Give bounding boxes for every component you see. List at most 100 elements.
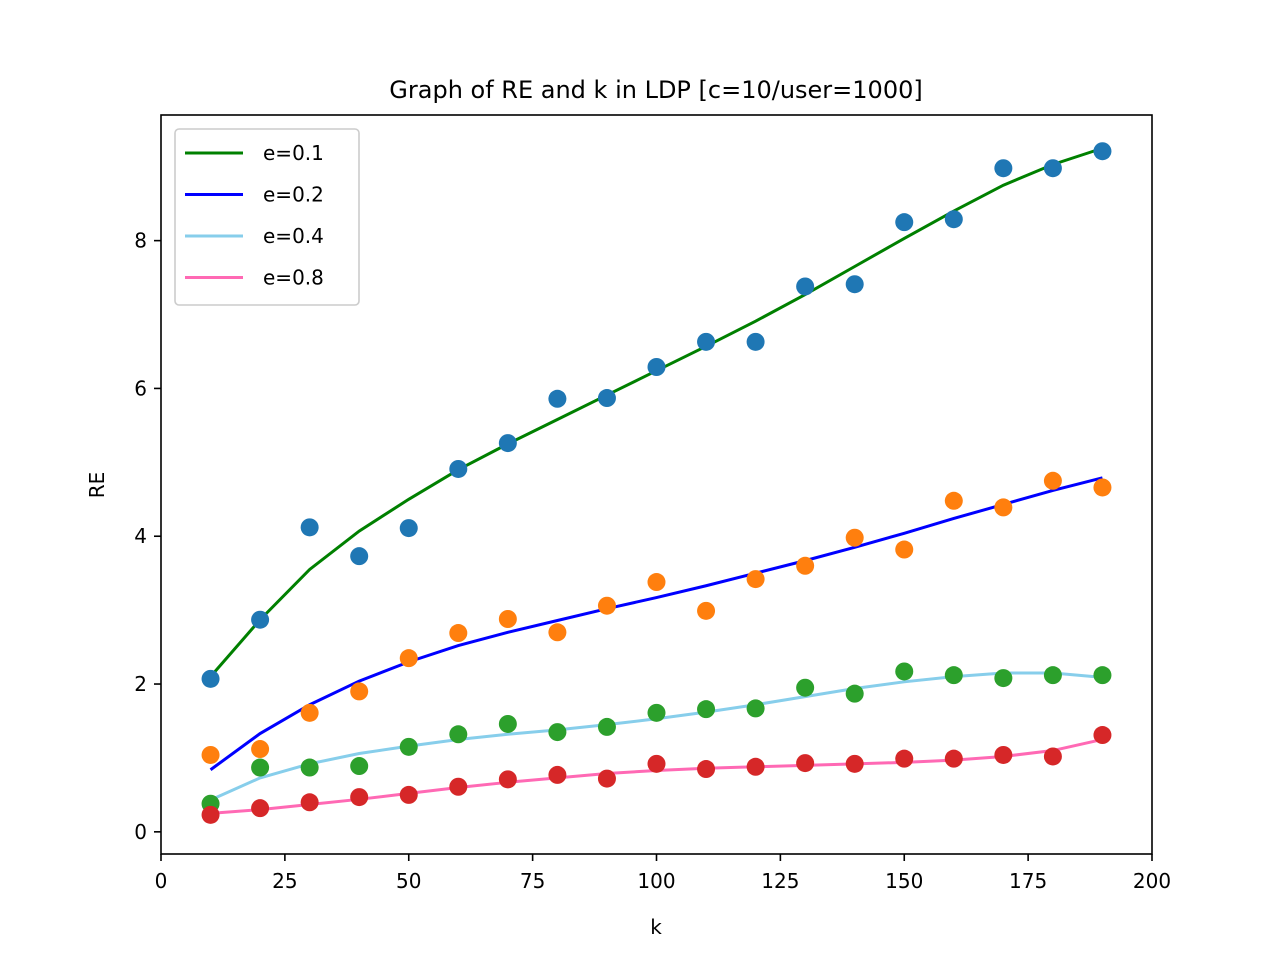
y-tick-label: 6 <box>134 376 147 400</box>
data-point-4-8 <box>548 765 567 784</box>
data-point-2-7 <box>498 610 517 628</box>
legend-box <box>174 128 360 306</box>
data-point-1-8 <box>548 389 567 408</box>
data-point-3-17 <box>994 669 1013 688</box>
data-point-4-6 <box>449 777 468 796</box>
data-point-1-12 <box>746 332 765 351</box>
x-tick-label: 200 <box>1133 869 1171 893</box>
data-point-3-5 <box>399 737 418 756</box>
data-point-1-16 <box>944 210 963 229</box>
data-point-2-11 <box>697 601 716 620</box>
data-point-3-8 <box>548 723 567 742</box>
data-point-1-19 <box>1093 142 1112 161</box>
data-point-4-1 <box>201 805 220 824</box>
chart-title: Graph of RE and k in LDP [c=10/user=1000… <box>389 76 922 104</box>
y-tick-label: 2 <box>134 672 147 696</box>
data-point-2-13 <box>796 556 815 575</box>
data-point-2-10 <box>647 573 666 592</box>
data-point-3-6 <box>449 725 468 744</box>
data-point-3-12 <box>746 699 765 718</box>
data-point-4-11 <box>697 760 716 779</box>
data-point-1-13 <box>796 277 815 296</box>
data-point-4-7 <box>498 770 517 789</box>
data-point-4-17 <box>994 745 1013 764</box>
data-point-4-15 <box>895 749 914 768</box>
y-tick-label: 8 <box>134 229 147 253</box>
data-point-1-2 <box>251 610 270 629</box>
data-point-1-14 <box>845 275 864 294</box>
data-point-2-4 <box>350 682 369 701</box>
y-tick-label: 0 <box>134 820 147 844</box>
x-tick-label: 150 <box>885 869 923 893</box>
legend: e=0.1 e=0.2 e=0.4 e=0.8 <box>174 128 360 306</box>
data-point-3-16 <box>944 666 963 685</box>
legend-label-2: e=0.2 <box>263 183 324 207</box>
x-tick-label: 0 <box>155 869 168 893</box>
data-point-4-9 <box>597 769 616 788</box>
data-point-3-7 <box>498 714 517 733</box>
y-axis: 0 2 4 6 8 <box>134 229 161 844</box>
data-point-4-10 <box>647 754 666 773</box>
data-point-2-14 <box>845 528 864 547</box>
data-point-2-18 <box>1043 471 1062 490</box>
data-point-1-5 <box>399 519 418 538</box>
data-point-3-2 <box>251 758 270 777</box>
x-tick-label: 100 <box>637 869 675 893</box>
data-point-3-3 <box>300 758 319 777</box>
series-line-2 <box>209 476 1103 771</box>
data-point-3-11 <box>697 700 716 719</box>
data-point-1-17 <box>994 159 1013 178</box>
data-point-1-10 <box>647 358 666 376</box>
data-point-2-19 <box>1093 478 1112 497</box>
data-point-4-3 <box>300 793 319 812</box>
data-point-2-2 <box>251 740 270 759</box>
data-point-3-13 <box>796 678 815 697</box>
data-point-4-14 <box>845 754 864 773</box>
x-tick-label: 175 <box>1009 869 1047 893</box>
data-point-2-15 <box>895 540 914 559</box>
data-point-3-18 <box>1043 666 1062 685</box>
x-axis-label: k <box>650 915 662 939</box>
data-point-2-17 <box>994 498 1013 517</box>
legend-label-1: e=0.1 <box>263 141 324 165</box>
data-point-2-16 <box>944 491 963 510</box>
data-point-4-4 <box>350 788 369 807</box>
plot-area <box>201 142 1112 824</box>
data-point-2-8 <box>548 623 567 642</box>
data-point-1-7 <box>498 434 517 453</box>
data-point-4-2 <box>251 799 270 818</box>
data-point-2-6 <box>449 624 468 643</box>
data-point-2-1 <box>201 745 220 764</box>
x-tick-label: 25 <box>272 869 297 893</box>
data-point-3-14 <box>845 684 864 703</box>
data-point-2-3 <box>300 703 319 722</box>
data-point-1-6 <box>449 459 468 478</box>
legend-label-3: e=0.4 <box>263 224 324 248</box>
legend-label-4: e=0.8 <box>263 266 324 290</box>
data-point-4-16 <box>944 749 963 768</box>
data-point-3-9 <box>597 717 616 736</box>
data-point-4-18 <box>1043 747 1062 766</box>
data-point-3-15 <box>895 662 914 681</box>
data-point-1-11 <box>697 332 716 351</box>
data-point-2-12 <box>746 570 765 589</box>
x-tick-label: 125 <box>761 869 799 893</box>
data-point-1-15 <box>895 213 914 232</box>
data-point-4-13 <box>796 754 815 773</box>
data-point-1-3 <box>300 518 319 537</box>
data-point-3-4 <box>350 757 369 776</box>
data-point-1-4 <box>350 547 369 566</box>
x-tick-label: 50 <box>396 869 421 893</box>
x-axis: 0 25 50 75 100 125 150 175 200 <box>155 854 1171 893</box>
data-point-3-10 <box>647 703 666 722</box>
data-point-1-9 <box>597 389 616 408</box>
data-point-4-12 <box>746 757 765 776</box>
data-point-3-19 <box>1093 666 1112 685</box>
y-tick-label: 4 <box>134 524 147 548</box>
data-point-2-5 <box>399 649 418 668</box>
y-axis-label: RE <box>85 472 109 499</box>
x-tick-label: 75 <box>520 869 545 893</box>
data-point-2-9 <box>597 596 616 615</box>
data-point-1-1 <box>201 669 220 688</box>
